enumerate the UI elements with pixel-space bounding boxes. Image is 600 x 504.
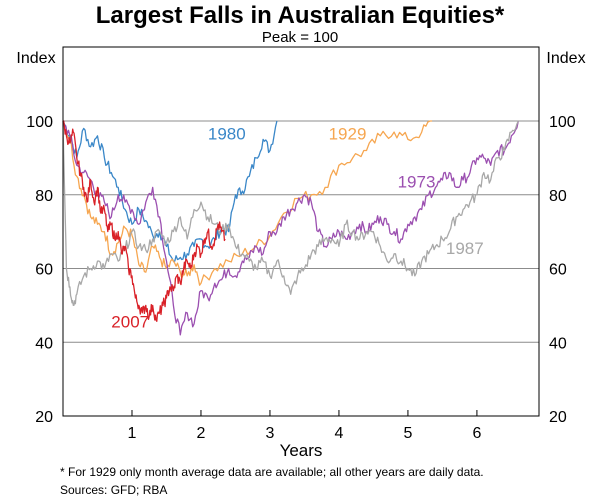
- x-tick-2: 2: [197, 425, 206, 442]
- series-line-1980: [62, 120, 278, 262]
- series-line-1973: [62, 120, 519, 336]
- x-tick-3: 3: [266, 425, 275, 442]
- y-axis-label-right: Index: [546, 50, 585, 67]
- y-tick-right-100: 100: [549, 114, 576, 131]
- x-tick-5: 5: [403, 425, 412, 442]
- series-label-1973: 1973: [398, 172, 436, 191]
- x-tick-4: 4: [334, 425, 343, 442]
- y-tick-right-80: 80: [549, 188, 567, 205]
- y-tick-left-40: 40: [35, 335, 53, 352]
- y-tick-left-60: 60: [35, 262, 53, 279]
- y-tick-left-80: 80: [35, 188, 53, 205]
- x-axis-label: Years: [280, 441, 323, 460]
- series-line-1987: [62, 120, 519, 307]
- y-tick-right-60: 60: [549, 262, 567, 279]
- series-line-2007: [63, 120, 226, 322]
- series-label-1929: 1929: [329, 124, 367, 143]
- x-tick-6: 6: [472, 425, 481, 442]
- y-tick-left-20: 20: [35, 409, 53, 426]
- y-axis-label-left: Index: [16, 50, 55, 67]
- footnote: * For 1929 only month average data are a…: [60, 465, 484, 479]
- series-label-1987: 1987: [446, 239, 484, 258]
- chart-subtitle: Peak = 100: [261, 29, 339, 46]
- y-tick-right-20: 20: [549, 409, 567, 426]
- y-tick-right-40: 40: [549, 335, 567, 352]
- sources-note: Sources: GFD; RBA: [60, 483, 168, 497]
- y-tick-left-100: 100: [26, 114, 53, 131]
- plot-frame: [62, 46, 540, 417]
- x-tick-1: 1: [128, 425, 137, 442]
- chart-title: Largest Falls in Australian Equities*: [95, 2, 505, 29]
- series-lines: [62, 120, 519, 336]
- series-line-1929: [62, 120, 433, 286]
- series-label-2007: 2007: [111, 313, 149, 332]
- axes: 20 20 40 40 60 60 80 80 100 100 1 2 3 4 5 6: [26, 114, 576, 442]
- series-labels: 1980 1929 1973 1987 2007: [111, 124, 483, 331]
- series-label-1980: 1980: [208, 124, 246, 143]
